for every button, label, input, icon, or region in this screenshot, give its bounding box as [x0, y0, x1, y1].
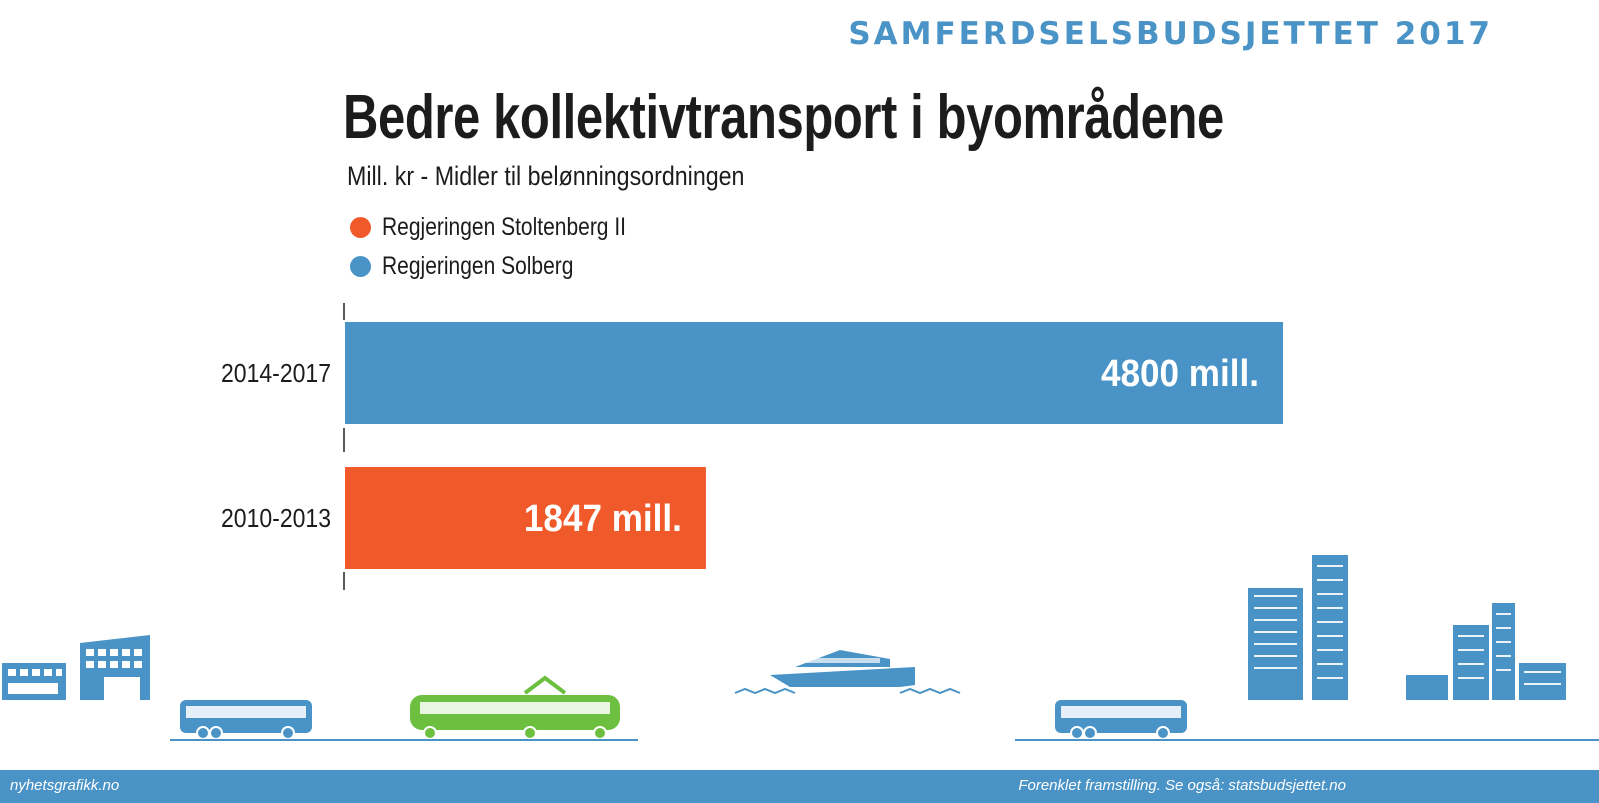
legend-dot-stoltenberg — [350, 217, 371, 238]
bar-2014-2017 — [345, 322, 1283, 424]
category-label-2010-2013: 2010-2013 — [221, 503, 331, 533]
bar-value-label-2014-2017: 4800 mill. — [1101, 353, 1259, 395]
ferry-icon — [734, 650, 961, 695]
bar-value-label-2010-2013: 1847 mill. — [524, 498, 682, 540]
bar-chart: 4800 mill. 2014-2017 1847 mill. 2010-2013 — [221, 303, 1283, 590]
tram-icon — [410, 675, 620, 740]
bus-icon — [1055, 700, 1187, 740]
chart-subtitle: Mill. kr - Midler til belønningsordninge… — [347, 161, 745, 191]
category-label-2014-2017: 2014-2017 — [221, 358, 331, 388]
tower-icon — [1248, 555, 1566, 700]
chart-title: Bedre kollektivtransport i byområdene — [343, 83, 1224, 152]
chart-legend: Regjeringen Stoltenberg II Regjeringen S… — [350, 208, 672, 286]
footer-bar: nyhetsgrafikk.no Forenklet framstilling.… — [0, 770, 1599, 803]
bar-2010-2013 — [345, 467, 706, 569]
legend-label-solberg: Regjeringen Solberg — [382, 252, 574, 280]
legend-item-stoltenberg: Regjeringen Stoltenberg II — [350, 208, 672, 247]
legend-item-solberg: Regjeringen Solberg — [350, 247, 672, 286]
kicker-heading: SAMFERDSELSBUDSJETTET 2017 — [848, 16, 1493, 52]
footer-source: nyhetsgrafikk.no — [10, 777, 120, 794]
transport-illustration — [2, 555, 1599, 741]
footer-note: Forenklet framstilling. Se også: statsbu… — [1018, 777, 1346, 794]
legend-dot-solberg — [350, 256, 371, 277]
legend-label-stoltenberg: Regjeringen Stoltenberg II — [382, 213, 626, 241]
bus-icon — [180, 700, 312, 740]
